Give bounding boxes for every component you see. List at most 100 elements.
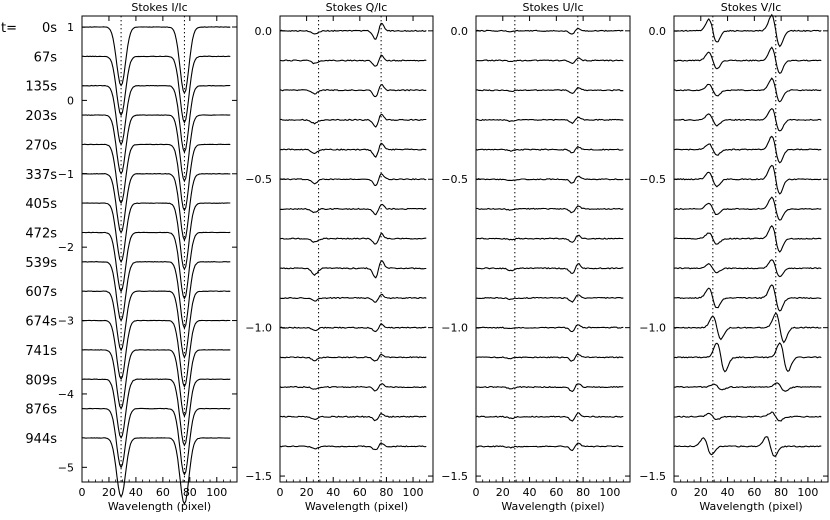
- profile-line-741s: [81, 349, 231, 418]
- y-tick-label: −1.5: [639, 470, 666, 483]
- panel-title: Stokes I/Ic: [131, 1, 187, 14]
- profile-line-674s: [81, 319, 231, 388]
- time-label: 135s: [25, 80, 57, 95]
- time-label: 809s: [25, 373, 57, 388]
- y-tick-label: 0: [67, 94, 74, 107]
- x-tick-label: 60: [549, 486, 563, 499]
- profile-line-337s: [81, 173, 231, 242]
- x-tick-label: 100: [403, 486, 424, 499]
- plot-frame: [475, 15, 631, 483]
- y-tick-label: −1.5: [441, 470, 468, 483]
- y-tick-label: −0.5: [639, 173, 666, 186]
- profile-line-135s: [81, 84, 231, 154]
- profile-line-876s: [279, 412, 427, 422]
- profile-line-203s: [81, 114, 231, 183]
- profile-line-472s: [279, 232, 427, 245]
- x-tick-label: 60: [156, 486, 170, 499]
- profile-line-539s: [475, 262, 624, 274]
- y-tick-label: 0.0: [451, 25, 469, 38]
- x-tick-label: 20: [300, 486, 314, 499]
- x-tick-label: 40: [523, 486, 537, 499]
- panel-title: Stokes U/Ic: [522, 1, 583, 14]
- profile-line-944s: [673, 436, 822, 457]
- x-tick-label: 100: [599, 486, 620, 499]
- time-label: 539s: [25, 256, 57, 271]
- profile-line-270s: [475, 145, 624, 154]
- y-tick-label: −3: [58, 315, 74, 328]
- profile-line-337s: [279, 172, 427, 187]
- time-label: 876s: [25, 403, 57, 418]
- profile-line-270s: [279, 142, 427, 158]
- time-label: 674s: [25, 315, 57, 330]
- x-axis-label: Wavelength (pixel): [501, 500, 604, 513]
- time-label: 405s: [25, 197, 57, 212]
- profile-line-741s: [673, 342, 822, 373]
- profile-line-405s: [475, 205, 624, 214]
- time-label: 944s: [25, 432, 57, 447]
- x-tick-label: 0: [277, 486, 284, 499]
- time-label: 270s: [25, 138, 57, 153]
- y-tick-label: −4: [58, 388, 74, 401]
- y-tick-label: 1: [67, 21, 74, 34]
- time-label: 0s: [42, 21, 57, 36]
- profile-line-809s: [279, 383, 427, 392]
- x-tick-label: 80: [774, 486, 788, 499]
- profile-line-405s: [279, 203, 427, 216]
- profile-line-203s: [673, 108, 822, 132]
- profile-line-741s: [279, 353, 427, 362]
- profile-line-809s: [475, 383, 624, 393]
- profile-line-944s: [475, 442, 624, 452]
- profile-line-472s: [475, 234, 624, 243]
- profile-line-405s: [81, 202, 231, 271]
- x-tick-label: 40: [326, 486, 340, 499]
- profile-line-674s: [475, 324, 624, 333]
- profile-line-876s: [475, 412, 624, 422]
- x-tick-label: 20: [102, 486, 116, 499]
- profile-line-0s: [475, 27, 624, 35]
- profile-line-0s: [81, 26, 231, 95]
- x-tick-label: 100: [797, 486, 818, 499]
- profile-line-135s: [475, 86, 624, 95]
- profile-line-0s: [674, 13, 822, 48]
- profile-line-67s: [279, 54, 427, 67]
- profile-line-809s: [674, 382, 822, 392]
- y-tick-label: −0.5: [441, 173, 468, 186]
- profile-line-674s: [279, 322, 427, 333]
- y-tick-label: −0.5: [245, 173, 272, 186]
- profile-line-607s: [476, 294, 624, 303]
- panel-title: Stokes V/Ic: [721, 1, 782, 14]
- y-tick-label: 0.0: [649, 25, 667, 38]
- x-tick-label: 40: [129, 486, 143, 499]
- profile-line-809s: [81, 378, 231, 447]
- y-tick-label: −1.0: [245, 322, 272, 335]
- profile-line-203s: [279, 113, 427, 128]
- y-tick-label: −1: [58, 168, 74, 181]
- profile-line-67s: [81, 55, 231, 124]
- x-tick-label: 0: [671, 486, 678, 499]
- x-tick-label: 80: [379, 486, 393, 499]
- profile-line-607s: [82, 290, 231, 359]
- time-labels: t= 0s 67s 135s 203s 270s 337s 405s 472s 539s 607s 6…: [1, 21, 57, 447]
- profile-line-270s: [82, 143, 231, 212]
- x-tick-label: 60: [747, 486, 761, 499]
- profile-line-741s: [475, 353, 624, 362]
- profile-line-539s: [673, 259, 822, 278]
- profile-line-337s: [673, 164, 822, 195]
- profile-line-67s: [475, 57, 624, 65]
- x-tick-label: 20: [694, 486, 708, 499]
- y-tick-label: −5: [58, 461, 74, 474]
- time-label: 741s: [25, 344, 57, 359]
- time-label: 472s: [25, 226, 57, 241]
- x-tick-label: 20: [496, 486, 510, 499]
- profile-line-539s: [81, 261, 231, 330]
- profile-line-674s: [673, 312, 822, 344]
- x-tick-label: 80: [576, 486, 590, 499]
- x-tick-label: 100: [206, 486, 227, 499]
- y-tick-label: −2: [58, 241, 74, 254]
- time-label: 67s: [34, 50, 58, 65]
- x-tick-label: 40: [721, 486, 735, 499]
